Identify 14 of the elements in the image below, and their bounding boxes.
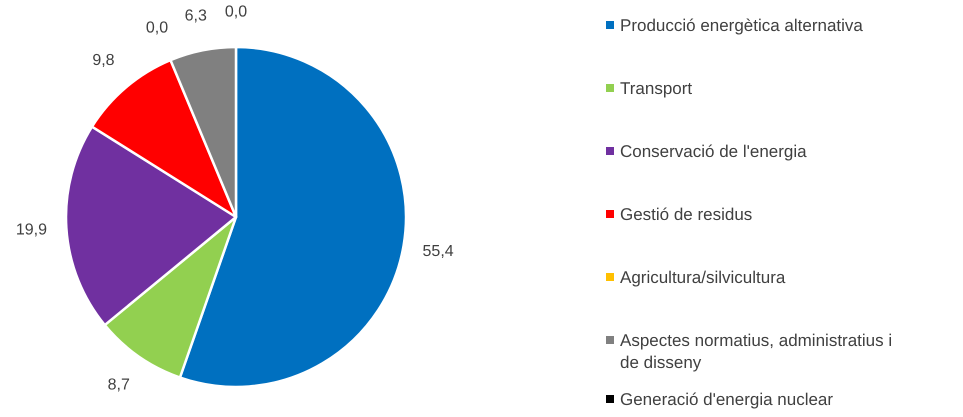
legend-label: Producció energètica alternativa [620, 16, 864, 34]
text: 0,0 [146, 19, 168, 36]
text: 0,0 [224, 4, 248, 20]
data-label: 8,7 [108, 376, 130, 394]
data-label: 55,4 [422, 242, 454, 260]
legend-label: Conservació de l'energia [620, 142, 808, 160]
legend-label: Aspectes normatius, administratius i de disseny [620, 330, 892, 372]
data-label: 6,3 [184, 7, 207, 24]
legend-label: Transport [620, 78, 692, 98]
legend-label: Generació d'energia nuclear [620, 390, 834, 408]
legend-label: Gestió de residus [620, 204, 752, 224]
data-label: 19,9 [16, 222, 48, 239]
legend-label: Agricultura/silvicultura [620, 268, 786, 286]
data-label: 9,8 [92, 52, 115, 70]
